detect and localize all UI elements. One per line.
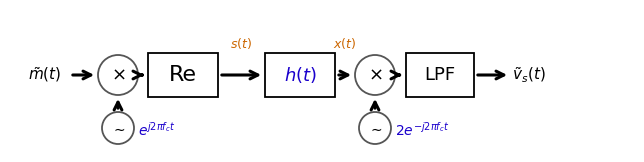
Bar [265,53,335,97]
Text: $\sim$: $\sim$ [111,122,126,136]
Text: $h(t)$: $h(t)$ [283,65,316,85]
Bar [406,53,474,97]
Text: $2e^{-j2\pi f_ct}$: $2e^{-j2\pi f_ct}$ [395,121,450,139]
Text: $\sim$: $\sim$ [368,122,383,136]
Text: $s(t)$: $s(t)$ [231,36,252,51]
Text: $\tilde{v}_s(t)$: $\tilde{v}_s(t)$ [512,65,545,85]
Text: Re: Re [169,65,197,85]
Text: $e^{j2\pi f_ct}$: $e^{j2\pi f_ct}$ [138,121,175,139]
Text: $\times$: $\times$ [111,66,126,84]
Text: LPF: LPF [424,66,455,84]
Bar [148,53,218,97]
Text: $x(t)$: $x(t)$ [334,36,357,51]
Text: $\times$: $\times$ [368,66,383,84]
Text: $\tilde{m}(t)$: $\tilde{m}(t)$ [28,66,61,84]
